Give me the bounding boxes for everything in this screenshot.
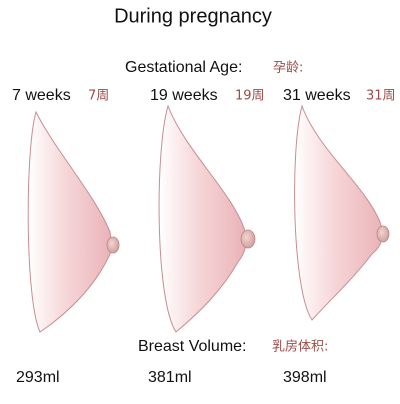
stage-weeks-zh: 7周 (88, 89, 109, 104)
stage-weeks-zh: 31周 (366, 89, 396, 104)
stage-weeks-zh: 19周 (235, 89, 265, 104)
stage-volume: 398ml (283, 369, 327, 386)
stage-volume: 293ml (16, 369, 60, 386)
breast-volume-label-zh: 乳房体积: (272, 339, 328, 355)
breast-illustration (27, 110, 120, 333)
breast-illustration (294, 104, 390, 321)
breast-volume-label: Breast Volume: (138, 338, 247, 355)
title: During pregnancy (114, 5, 272, 27)
stage-weeks: 31 weeks (283, 87, 351, 104)
breast-illustration (158, 104, 256, 333)
stage-weeks: 7 weeks (12, 87, 71, 104)
stage-volume: 381ml (148, 369, 192, 386)
stage-weeks: 19 weeks (150, 87, 218, 104)
gestational-age-label: Gestational Age: (125, 59, 242, 76)
gestational-age-label-zh: 孕龄: (273, 61, 303, 76)
